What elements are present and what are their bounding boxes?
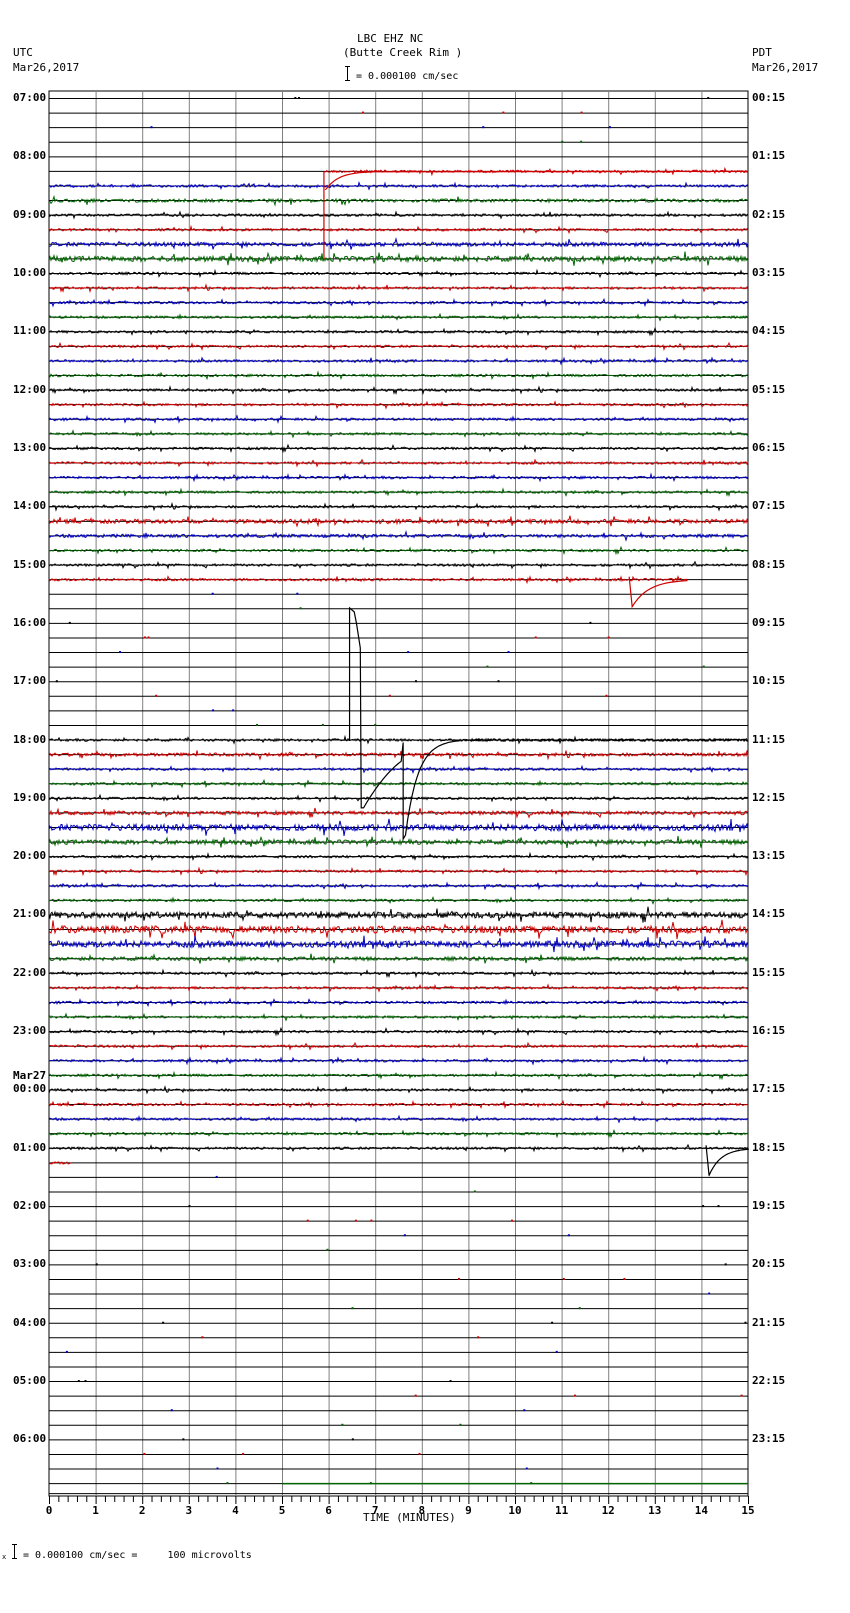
pdt-time-label: 10:15 <box>752 674 786 688</box>
pdt-time-label: 00:15 <box>752 91 786 104</box>
pdt-time-label: 09:15 <box>752 615 786 629</box>
x-tick-label: 8 <box>418 1504 425 1517</box>
pdt-time-label: 16:15 <box>752 1024 786 1038</box>
utc-time-label: 03:00 <box>13 1257 47 1271</box>
pdt-time-label: 20:15 <box>752 1257 786 1271</box>
x-axis-title: TIME (MINUTES) <box>363 1511 456 1524</box>
utc-time-label: 04:00 <box>13 1315 47 1329</box>
footer-scale-bar-icon <box>12 1544 17 1559</box>
pdt-time-label: 13:15 <box>752 849 786 863</box>
x-tick-label: 10 <box>508 1504 521 1517</box>
footer-scale-note: = 0.000100 cm/sec = 100 microvolts <box>23 1550 252 1561</box>
utc-time-label: 01:00 <box>13 1140 47 1154</box>
left-date: Mar26,2017 <box>13 61 80 74</box>
pdt-time-label: 07:15 <box>752 499 786 513</box>
x-tick-label: 6 <box>325 1504 332 1517</box>
utc-time-label: 16:00 <box>13 615 47 629</box>
scale-text: = 0.000100 cm/sec <box>356 71 459 82</box>
utc-time-label: 15:00 <box>13 557 47 571</box>
pdt-time-label: 12:15 <box>752 790 786 804</box>
x-tick-label: 14 <box>695 1504 709 1517</box>
utc-time-label: 11:00 <box>13 324 47 338</box>
x-tick-label: 4 <box>232 1504 239 1517</box>
pdt-time-label: 01:15 <box>752 149 786 163</box>
date-change-label: Mar27 <box>13 1069 47 1083</box>
utc-time-label: 02:00 <box>13 1199 47 1213</box>
pdt-time-label: 23:15 <box>752 1432 786 1446</box>
scale-prefix: x <box>2 1553 7 1561</box>
utc-time-label: 08:00 <box>13 149 47 163</box>
left-timezone: UTC <box>13 46 33 59</box>
seismic-traces <box>48 97 749 1485</box>
pdt-time-label: 22:15 <box>752 1374 786 1388</box>
x-tick-label: 13 <box>648 1504 661 1517</box>
pdt-time-label: 04:15 <box>752 324 786 338</box>
x-tick-label: 0 <box>46 1504 53 1517</box>
x-tick-label: 7 <box>372 1504 379 1517</box>
pdt-time-label: 08:15 <box>752 557 786 571</box>
x-tick-label: 2 <box>139 1504 146 1517</box>
utc-time-label: 05:00 <box>13 1374 47 1388</box>
x-tick-label: 5 <box>279 1504 286 1517</box>
utc-time-label: 13:00 <box>13 440 47 454</box>
right-timezone: PDT <box>752 46 772 59</box>
utc-time-label: 20:00 <box>13 849 47 863</box>
x-tick-label: 11 <box>555 1504 569 1517</box>
x-tick-label: 1 <box>92 1504 99 1517</box>
utc-time-label: 12:00 <box>13 382 47 396</box>
row-baselines <box>49 98 748 1495</box>
utc-time-label: 10:00 <box>13 265 47 279</box>
x-tick-label: 3 <box>185 1504 192 1517</box>
pdt-time-label: 11:15 <box>752 732 786 746</box>
utc-time-label: 07:00 <box>13 91 47 104</box>
pdt-time-label: 17:15 <box>752 1082 786 1096</box>
pdt-time-label: 03:15 <box>752 265 786 279</box>
utc-time-label: 21:00 <box>13 907 47 921</box>
pdt-time-label: 02:15 <box>752 207 786 221</box>
pdt-time-label: 14:15 <box>752 907 786 921</box>
pdt-time-label: 06:15 <box>752 440 786 454</box>
right-date: Mar26,2017 <box>752 61 819 74</box>
scale-bar-icon <box>345 66 350 81</box>
station-title: LBC EHZ NC <box>357 32 424 45</box>
pdt-time-label: 18:15 <box>752 1140 786 1154</box>
utc-time-label: 06:00 <box>13 1432 47 1446</box>
utc-time-label: 23:00 <box>13 1024 47 1038</box>
utc-time-label: 09:00 <box>13 207 47 221</box>
pdt-time-label: 15:15 <box>752 965 786 979</box>
utc-time-label: 14:00 <box>13 499 47 513</box>
time-axis: 0 1 2 3 4 5 6 7 8 9 10 11 12 13 14 15 <box>46 1496 755 1517</box>
utc-time-label: 22:00 <box>13 965 47 979</box>
x-tick-label: 12 <box>602 1504 615 1517</box>
pdt-time-label: 05:15 <box>752 382 786 396</box>
seismic-events <box>323 170 749 1177</box>
minute-grid <box>48 90 749 1497</box>
x-tick-label: 15 <box>741 1504 754 1517</box>
pdt-time-label: 19:15 <box>752 1199 786 1213</box>
site-name: (Butte Creek Rim ) <box>343 46 463 59</box>
utc-time-label: 18:00 <box>13 732 47 746</box>
utc-time-label: 17:00 <box>13 674 47 688</box>
utc-time-label: 19:00 <box>13 790 47 804</box>
x-tick-label: 9 <box>465 1504 472 1517</box>
pdt-time-label: 21:15 <box>752 1315 786 1329</box>
utc-time-label: 00:00 <box>13 1082 47 1096</box>
